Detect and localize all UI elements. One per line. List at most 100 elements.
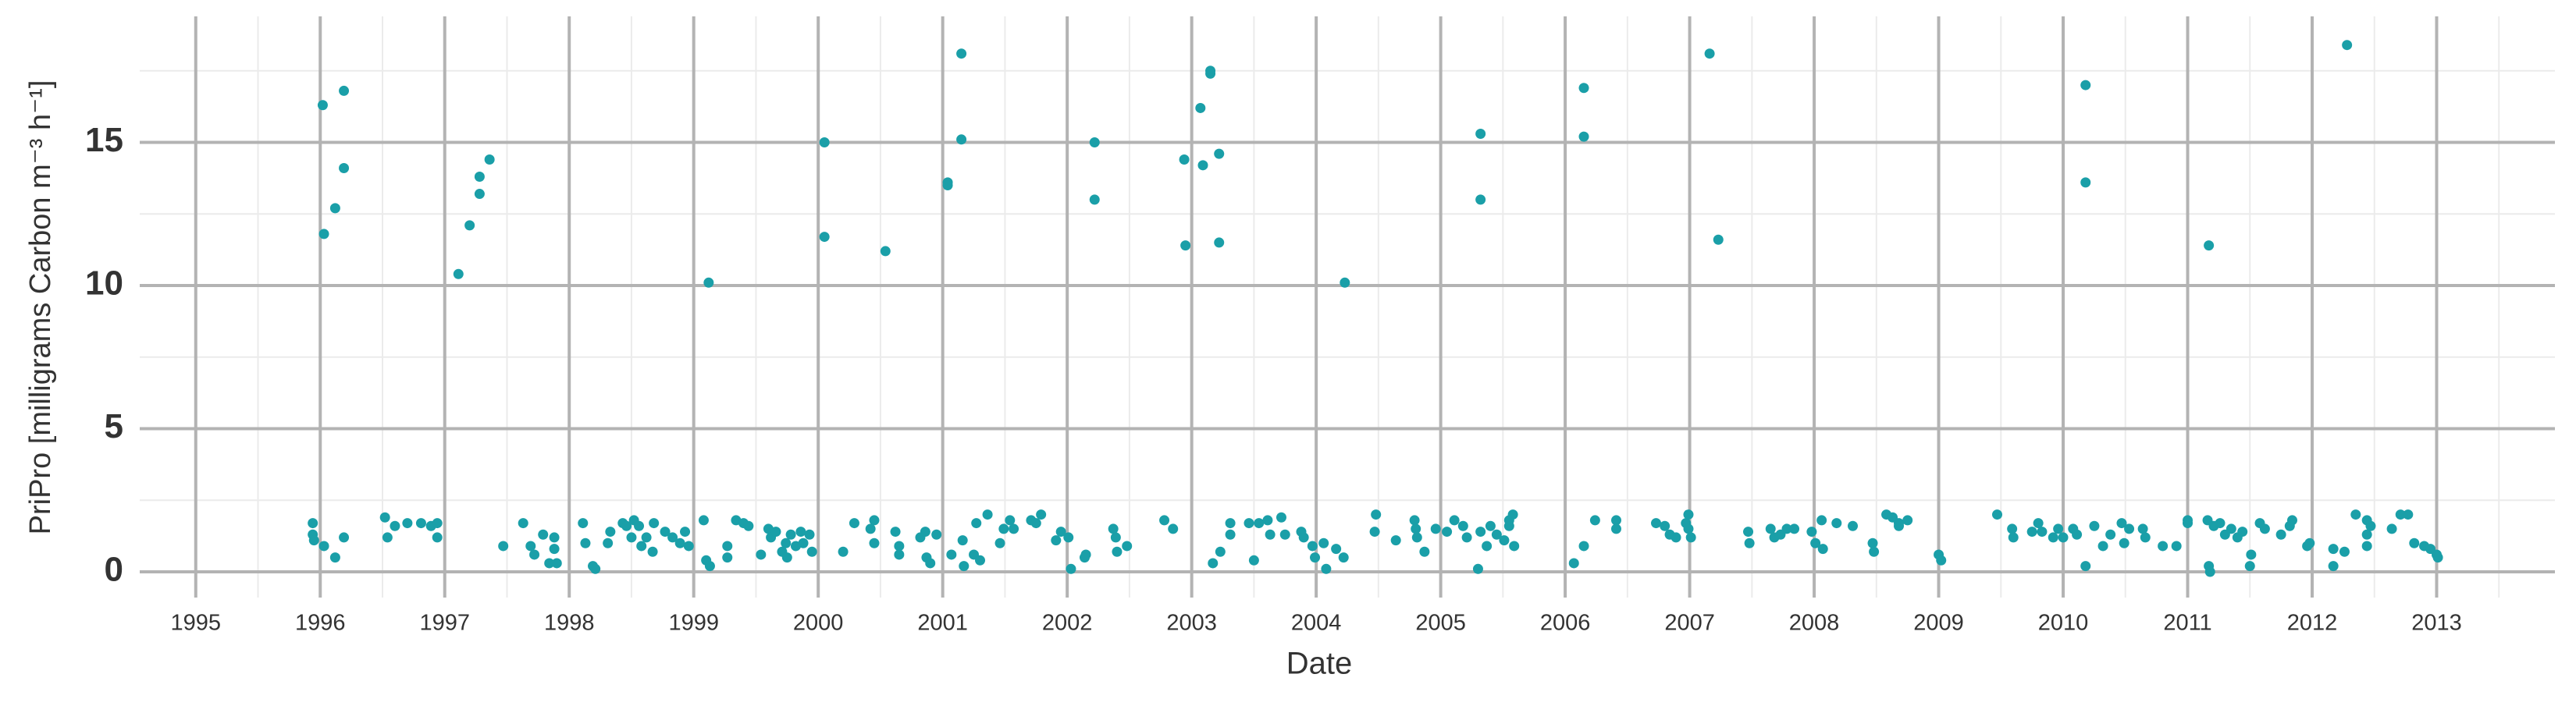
point <box>798 537 809 548</box>
point <box>317 100 328 111</box>
point <box>2244 561 2255 572</box>
point <box>390 520 400 531</box>
point <box>1208 558 1219 569</box>
point <box>920 527 930 537</box>
point <box>2204 566 2215 577</box>
point <box>1936 555 1947 566</box>
point <box>2350 509 2361 520</box>
point <box>1578 83 1589 94</box>
point <box>770 527 781 537</box>
point <box>2119 537 2129 548</box>
point <box>942 180 953 191</box>
point <box>1475 527 1486 537</box>
point <box>1321 563 1332 574</box>
point <box>544 558 555 569</box>
point <box>1122 541 1133 552</box>
point <box>1159 515 1170 526</box>
x-tick-label: 1998 <box>544 611 595 636</box>
point <box>1461 532 1472 543</box>
point <box>1276 512 1286 523</box>
point <box>1197 160 1208 171</box>
point <box>959 561 970 572</box>
point <box>1055 527 1066 537</box>
point <box>956 134 967 145</box>
point <box>1442 527 1453 537</box>
point <box>1578 541 1589 552</box>
point <box>1475 128 1486 139</box>
point <box>2361 529 2372 540</box>
point <box>804 529 815 540</box>
point <box>2097 541 2108 552</box>
point <box>1089 194 1100 205</box>
point <box>2080 177 2091 188</box>
point <box>2033 518 2044 529</box>
point <box>1244 518 1254 529</box>
point <box>2432 552 2443 563</box>
point <box>1265 529 1276 540</box>
point <box>605 527 616 537</box>
point <box>2171 541 2182 552</box>
point <box>1789 523 1800 534</box>
point <box>2124 523 2135 534</box>
point <box>464 220 475 231</box>
point <box>1262 515 1273 526</box>
point <box>621 520 632 531</box>
point <box>865 523 876 534</box>
point <box>1409 515 1420 526</box>
y-tick-label: 0 <box>105 551 123 589</box>
point <box>1867 537 1878 548</box>
point <box>453 268 464 279</box>
x-tick-label: 1997 <box>419 611 470 636</box>
point <box>1781 523 1792 534</box>
point <box>339 85 350 96</box>
point <box>1089 137 1100 147</box>
point <box>318 541 329 552</box>
point <box>1491 529 1502 540</box>
point <box>1215 546 1226 557</box>
x-tick-label: 1996 <box>295 611 346 636</box>
point <box>1179 154 1190 165</box>
point <box>580 537 591 548</box>
point <box>2409 537 2420 548</box>
point <box>2226 523 2236 534</box>
point <box>1651 518 1662 529</box>
y-tick-label: 15 <box>85 121 123 159</box>
x-tick-label: 2008 <box>1789 611 1840 636</box>
point <box>1214 148 1225 159</box>
point <box>2048 532 2058 543</box>
point <box>890 527 901 537</box>
point <box>1390 535 1401 546</box>
x-tick-label: 2001 <box>917 611 968 636</box>
point <box>1685 532 1696 543</box>
point <box>1063 532 1074 543</box>
y-axis-title: PriPro [milligrams Carbon m⁻³ h⁻¹] <box>24 80 57 535</box>
point <box>1430 523 1441 534</box>
point <box>1485 520 1496 531</box>
point <box>2403 509 2414 520</box>
point <box>1869 546 1880 557</box>
point <box>1369 527 1380 537</box>
point <box>1108 523 1119 534</box>
x-tick-label: 2012 <box>2287 611 2338 636</box>
point <box>1744 537 1755 548</box>
point <box>634 520 645 531</box>
point <box>1180 240 1191 251</box>
point <box>1589 515 1600 526</box>
point <box>667 532 678 543</box>
point <box>2304 537 2315 548</box>
point <box>1568 558 1579 569</box>
point <box>1168 523 1179 534</box>
point <box>1009 523 1019 534</box>
point <box>722 541 733 552</box>
point <box>1660 520 1670 531</box>
point <box>318 229 329 239</box>
point <box>1499 535 1510 546</box>
point <box>498 541 509 552</box>
point <box>838 546 849 557</box>
point <box>2286 515 2297 526</box>
point <box>894 541 905 552</box>
point <box>1331 544 1342 555</box>
point <box>538 529 549 540</box>
point <box>308 518 318 529</box>
point <box>525 541 536 552</box>
